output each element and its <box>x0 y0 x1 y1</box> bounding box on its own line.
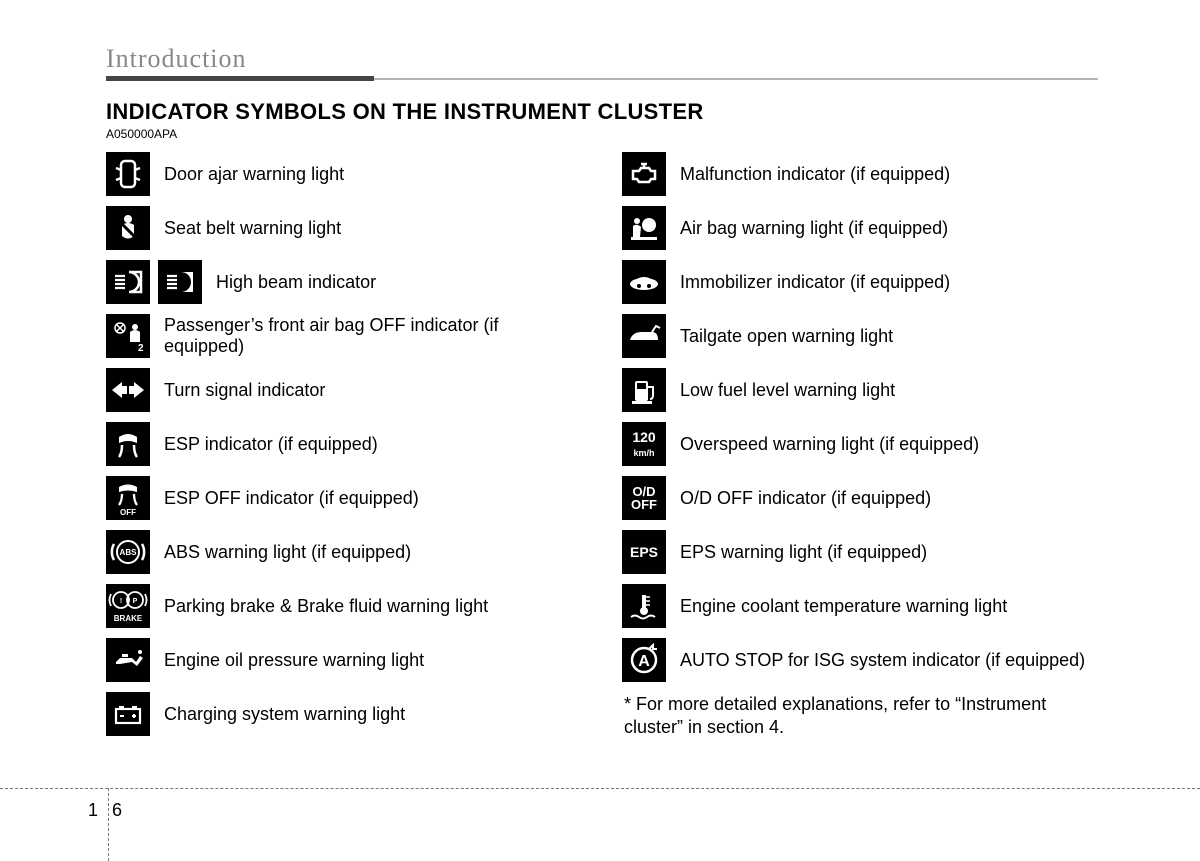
turn-signal-icon <box>106 368 150 412</box>
row-brake: ! P BRAKE Parking brake & Brake fluid warn… <box>106 579 582 633</box>
brake-icon: ! P BRAKE <box>106 584 150 628</box>
label: Malfunction indicator (if equipped) <box>680 164 950 185</box>
label: Turn signal indicator <box>164 380 325 401</box>
label: Air bag warning light (if equipped) <box>680 218 948 239</box>
auto-stop-icon: A <box>622 638 666 682</box>
label: ABS warning light (if equipped) <box>164 542 411 563</box>
battery-icon <box>106 692 150 736</box>
row-battery: Charging system warning light <box>106 687 582 741</box>
label: AUTO STOP for ISG system indicator (if e… <box>680 650 1085 671</box>
row-airbag-off: 2 Passenger’s front air bag OFF indicato… <box>106 309 582 363</box>
airbag-off-icon: 2 <box>106 314 150 358</box>
header-rule <box>106 76 1098 81</box>
row-seat-belt: Seat belt warning light <box>106 201 582 255</box>
door-ajar-icon <box>106 152 150 196</box>
row-auto-stop: A AUTO STOP for ISG system indicator (if… <box>622 633 1098 687</box>
vertical-dash <box>108 788 109 861</box>
svg-text:!: ! <box>120 598 122 605</box>
label: Engine oil pressure warning light <box>164 650 424 671</box>
label: Passenger’s front air bag OFF indicator … <box>164 315 582 357</box>
row-airbag: Air bag warning light (if equipped) <box>622 201 1098 255</box>
esp-off-icon: OFF <box>106 476 150 520</box>
row-fuel: Low fuel level warning light <box>622 363 1098 417</box>
row-high-beam: High beam indicator <box>106 255 582 309</box>
page-num-right: 6 <box>112 800 122 821</box>
row-turn-signal: Turn signal indicator <box>106 363 582 417</box>
svg-text:ABS: ABS <box>120 548 138 557</box>
label: Charging system warning light <box>164 704 405 725</box>
abs-icon: ABS <box>106 530 150 574</box>
tailgate-icon <box>622 314 666 358</box>
svg-text:BRAKE: BRAKE <box>114 614 143 623</box>
label: EPS warning light (if equipped) <box>680 542 927 563</box>
page-title: INDICATOR SYMBOLS ON THE INSTRUMENT CLUS… <box>106 99 1098 125</box>
row-overspeed: 120km/h Overspeed warning light (if equi… <box>622 417 1098 471</box>
footnote: * For more detailed explanations, refer … <box>622 693 1098 738</box>
airbag-icon <box>622 206 666 250</box>
seat-belt-icon <box>106 206 150 250</box>
doc-code: A050000APA <box>106 127 1098 141</box>
immobilizer-icon <box>622 260 666 304</box>
label: Parking brake & Brake fluid warning ligh… <box>164 596 488 617</box>
check-engine-icon <box>622 152 666 196</box>
label: ESP OFF indicator (if equipped) <box>164 488 419 509</box>
row-immobilizer: Immobilizer indicator (if equipped) <box>622 255 1098 309</box>
label: Tailgate open warning light <box>680 326 893 347</box>
label: Engine coolant temperature warning light <box>680 596 1007 617</box>
page-number: 1 6 <box>88 800 122 821</box>
esp-icon <box>106 422 150 466</box>
high-beam-icon <box>106 260 150 304</box>
coolant-icon <box>622 584 666 628</box>
row-esp-off: OFF ESP OFF indicator (if equipped) <box>106 471 582 525</box>
section-header: Introduction <box>106 44 1098 74</box>
row-abs: ABS ABS warning light (if equipped) <box>106 525 582 579</box>
label: Low fuel level warning light <box>680 380 895 401</box>
svg-text:2: 2 <box>138 343 144 354</box>
label: Overspeed warning light (if equipped) <box>680 434 979 455</box>
page-num-left: 1 <box>88 800 98 821</box>
row-check-engine: Malfunction indicator (if equipped) <box>622 147 1098 201</box>
row-oil: Engine oil pressure warning light <box>106 633 582 687</box>
svg-text:OFF: OFF <box>120 508 136 517</box>
eps-icon: EPS <box>622 530 666 574</box>
label: Door ajar warning light <box>164 164 344 185</box>
label: O/D OFF indicator (if equipped) <box>680 488 931 509</box>
fuel-icon <box>622 368 666 412</box>
label: Seat belt warning light <box>164 218 341 239</box>
right-column: Malfunction indicator (if equipped) Air … <box>622 147 1098 741</box>
label: Immobilizer indicator (if equipped) <box>680 272 950 293</box>
row-esp: ESP indicator (if equipped) <box>106 417 582 471</box>
label: ESP indicator (if equipped) <box>164 434 378 455</box>
overspeed-icon: 120km/h <box>622 422 666 466</box>
oil-icon <box>106 638 150 682</box>
row-coolant: Engine coolant temperature warning light <box>622 579 1098 633</box>
svg-text:A: A <box>638 653 650 670</box>
row-door-ajar: Door ajar warning light <box>106 147 582 201</box>
label: High beam indicator <box>216 272 376 293</box>
page-content: Introduction INDICATOR SYMBOLS ON THE IN… <box>106 44 1098 741</box>
od-off-icon: O/DOFF <box>622 476 666 520</box>
row-eps: EPS EPS warning light (if equipped) <box>622 525 1098 579</box>
left-column: Door ajar warning light Seat belt warnin… <box>106 147 582 741</box>
indicator-columns: Door ajar warning light Seat belt warnin… <box>106 147 1098 741</box>
svg-text:P: P <box>133 598 138 605</box>
row-od-off: O/DOFF O/D OFF indicator (if equipped) <box>622 471 1098 525</box>
high-beam-alt-icon <box>158 260 202 304</box>
row-tailgate: Tailgate open warning light <box>622 309 1098 363</box>
page-footer <box>0 788 1200 789</box>
